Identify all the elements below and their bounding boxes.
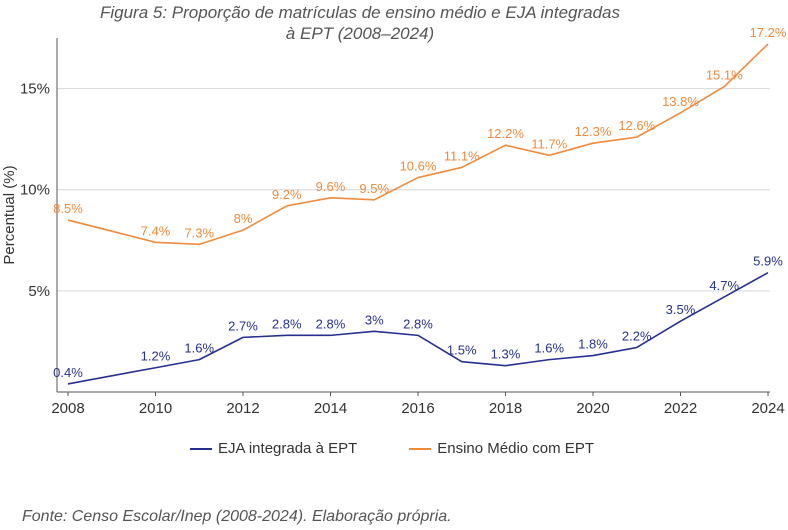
data-label: 8% (234, 211, 253, 226)
series-line-1 (67, 43, 769, 246)
x-tick-label: 2022 (664, 400, 697, 417)
x-tick-label: 2008 (51, 400, 84, 417)
data-label: 2.8% (403, 316, 433, 331)
data-label: 5.9% (753, 254, 783, 269)
x-tick-label: 2012 (226, 400, 259, 417)
legend-label-ensino-medio: Ensino Médio com EPT (437, 440, 594, 457)
data-label: 1.8% (578, 337, 608, 352)
y-axis-label: Percentual (%) (1, 165, 18, 264)
legend-swatch-eja (190, 447, 212, 450)
x-tick-label: 2024 (751, 400, 784, 417)
data-label: 13.8% (662, 94, 699, 109)
y-tick-label: 15% (20, 81, 50, 98)
data-label: 10.6% (400, 159, 437, 174)
y-tick-label: 5% (28, 283, 50, 300)
chart-title-line2: à EPT (2008–2024) (285, 24, 435, 43)
data-labels: 0.4% 1.2% 1.6% 2.7% 2.8% 2.8% 3% 2.8% 1.5% 1.3% 1.… (53, 25, 787, 380)
data-label: 9.2% (272, 187, 302, 202)
series-line-0 (67, 271, 769, 385)
legend-item-eja: EJA integrada à EPT (190, 440, 357, 457)
data-label: 7.4% (141, 223, 171, 238)
data-label: 11.1% (444, 148, 480, 163)
legend: EJA integrada à EPT Ensino Médio com EPT (190, 440, 594, 457)
x-tick-label: 2020 (576, 400, 609, 417)
x-tick-label: 2010 (139, 400, 172, 417)
y-tick-label: 10% (20, 182, 50, 199)
source-note: Fonte: Censo Escolar/Inep (2008-2024). E… (22, 508, 452, 525)
legend-swatch-ensino-medio (409, 447, 432, 450)
data-label: 3.5% (666, 302, 696, 317)
x-tick-label: 2018 (489, 400, 522, 417)
data-label: 12.2% (487, 126, 524, 141)
data-label: 1.3% (491, 347, 521, 362)
legend-item-ensino-medio: Ensino Médio com EPT (409, 440, 594, 457)
data-label: 2.8% (272, 316, 302, 331)
data-label: 3% (365, 312, 384, 327)
x-tick-label: 2016 (401, 400, 434, 417)
data-label: 12.6% (618, 118, 655, 133)
series-lines (67, 43, 769, 385)
data-label: 9.5% (359, 181, 389, 196)
data-label: 1.5% (447, 343, 477, 358)
grid-lines (57, 88, 770, 292)
line-chart: 5% 10% 15% 2008 2010 2012 2014 2016 2018 2020 2022… (1, 25, 787, 417)
data-label: 7.3% (184, 225, 214, 240)
data-label: 4.7% (709, 278, 739, 293)
data-label: 1.6% (534, 341, 564, 356)
data-label: 11.7% (531, 136, 567, 151)
data-label: 0.4% (53, 365, 83, 380)
x-tick-label: 2014 (314, 400, 347, 417)
data-label: 9.6% (316, 179, 346, 194)
chart-title: Figura 5: Proporção de matrículas de ens… (0, 2, 720, 44)
chart-title-line1: Figura 5: Proporção de matrículas de ens… (99, 3, 621, 22)
legend-label-eja: EJA integrada à EPT (218, 440, 358, 457)
data-label: 17.2% (750, 25, 787, 40)
data-label: 1.6% (184, 341, 214, 356)
data-label: 2.2% (622, 328, 652, 343)
data-label: 8.5% (53, 201, 83, 216)
data-label: 2.8% (316, 316, 346, 331)
data-label: 2.7% (228, 318, 258, 333)
data-label: 15.1% (706, 68, 743, 83)
data-label: 1.2% (141, 349, 171, 364)
data-label: 12.3% (575, 124, 612, 139)
axes: 5% 10% 15% 2008 2010 2012 2014 2016 2018 2020 2022… (20, 38, 785, 417)
